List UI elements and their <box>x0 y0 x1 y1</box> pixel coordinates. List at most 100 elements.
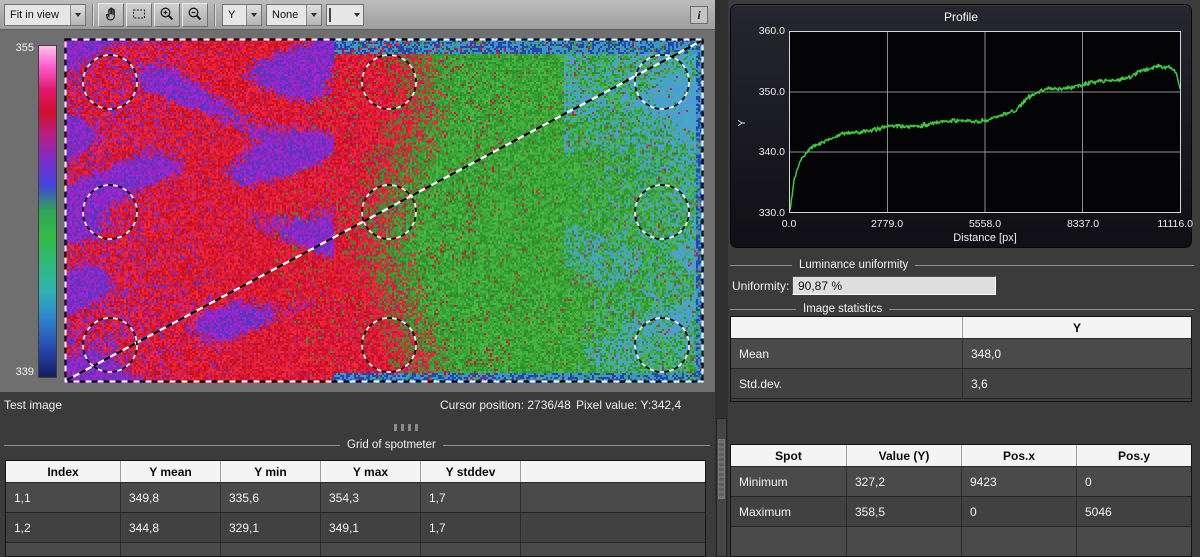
marquee-rect-icon <box>131 6 147 25</box>
cell-pos-x: 0 <box>962 497 1077 526</box>
cell-spot: Minimum <box>731 467 847 496</box>
image-toolbar: Fit in view <box>0 0 715 30</box>
false-color-scale <box>38 45 57 378</box>
cell-y-mean: 349,8 <box>121 483 221 512</box>
y-tick-label: 340.0 <box>758 146 785 158</box>
spot-circle[interactable] <box>361 317 417 373</box>
rect-select-tool-button[interactable] <box>126 3 152 27</box>
y-tick-label: 350.0 <box>758 86 785 98</box>
zoom-out-button[interactable] <box>182 3 208 27</box>
zoom-in-icon <box>159 6 175 25</box>
cell-y-min: 335,6 <box>221 483 321 512</box>
spot-circle[interactable] <box>361 54 417 110</box>
selection-border <box>64 38 704 383</box>
cell-filler <box>321 543 421 556</box>
profile-line[interactable] <box>66 40 702 381</box>
spotmeter-circles[interactable] <box>82 54 690 373</box>
uniformity-row: Uniformity: 90,87 % <box>730 276 1192 296</box>
analysis-panel: Profile Y 360.0 350.0 340.0 330.0 <box>728 0 1200 557</box>
measurement-overlay <box>64 38 704 383</box>
cell-filler <box>847 527 962 556</box>
profile-curve <box>790 64 1180 210</box>
cell-stat-value: 3,6 <box>971 376 988 391</box>
cell-y-mean: 344,8 <box>121 513 221 542</box>
cell-filler <box>521 483 705 512</box>
table-row <box>6 543 705 556</box>
table-row[interactable]: Mean 348,0 <box>731 339 1191 369</box>
image-name-label: Test image <box>4 398 63 412</box>
spotmeter-section-header: Grid of spotmeter <box>4 438 710 452</box>
cell-y-stddev: 1,7 <box>421 483 521 512</box>
image-viewer-panel: Fit in view <box>0 0 715 557</box>
x-tick-label: 0.0 <box>781 218 797 230</box>
cell-filler <box>221 543 321 556</box>
header-rule <box>4 444 340 446</box>
plot-area <box>789 31 1181 213</box>
palette-icon <box>327 8 351 22</box>
table-row[interactable]: 1,2 344,8 329,1 349,1 1,7 <box>6 513 705 543</box>
cell-y-max: 349,1 <box>321 513 421 542</box>
cell-y-stddev: 1,7 <box>421 513 521 542</box>
spot-circle[interactable] <box>82 317 138 373</box>
table-header-row: Y <box>731 317 1191 339</box>
vertical-scrollbar[interactable] <box>716 418 727 557</box>
table-row[interactable]: 1,1 349,8 335,6 354,3 1,7 <box>6 483 705 513</box>
zoom-out-icon <box>187 6 203 25</box>
uniformity-value-field[interactable]: 90,87 % <box>792 276 996 295</box>
scrollbar-thumb[interactable] <box>718 439 725 499</box>
cell-pos-y: 5046 <box>1085 504 1112 519</box>
table-header-row: Spot Value (Y) Pos.x Pos.y <box>731 445 1191 467</box>
column-header: Spot <box>731 445 847 466</box>
table-row[interactable]: Std.dev. 3,6 <box>731 369 1191 399</box>
y-tick-label: 330.0 <box>758 207 785 219</box>
profile-chart-panel: Profile Y 360.0 350.0 340.0 330.0 <box>730 4 1193 248</box>
spot-circle[interactable] <box>82 54 138 110</box>
cell-y-min: 329,1 <box>221 513 321 542</box>
cell-pos-y: 0 <box>1085 474 1092 489</box>
info-button[interactable]: i <box>690 6 708 24</box>
image-display-area: 355 339 <box>0 30 715 392</box>
cell-filler <box>121 543 221 556</box>
cell-filler <box>962 527 1077 556</box>
table-row[interactable]: Minimum 327,2 9423 0 <box>731 467 1191 497</box>
spot-extremes-table: Spot Value (Y) Pos.x Pos.y Minimum 327,2… <box>730 444 1192 557</box>
spot-circle[interactable] <box>82 184 138 240</box>
x-tick-label: 11116.0 <box>1157 218 1193 230</box>
toolbar-separator <box>92 4 94 26</box>
cell-value: 327,2 <box>847 467 962 496</box>
chevron-down-icon <box>351 5 363 25</box>
cell-y-max: 354,3 <box>321 483 421 512</box>
vertical-splitter[interactable] <box>715 0 728 557</box>
cell-index: 1,1 <box>6 483 121 512</box>
zoom-in-button[interactable] <box>154 3 180 27</box>
spot-circle[interactable] <box>634 317 690 373</box>
horizontal-splitter[interactable] <box>0 420 715 434</box>
cell-filler <box>521 543 705 556</box>
cell-stat-name: Std.dev. <box>731 369 963 398</box>
channel-label: Y <box>228 9 236 21</box>
header-rule <box>730 264 792 266</box>
channel-select[interactable]: Y <box>222 4 262 26</box>
spot-circle[interactable] <box>361 184 417 240</box>
fit-in-view-select[interactable]: Fit in view <box>4 4 86 26</box>
column-header: Y max <box>321 461 421 482</box>
spot-circle[interactable] <box>634 54 690 110</box>
image-canvas-wrap <box>64 38 704 383</box>
spotmeter-section-title: Grid of spotmeter <box>347 439 436 451</box>
palette-select[interactable] <box>326 4 364 26</box>
spot-circle[interactable] <box>634 184 690 240</box>
fit-in-view-label: Fit in view <box>10 9 59 21</box>
header-rule <box>915 264 1194 266</box>
table-row[interactable]: Maximum 358,5 0 5046 <box>731 497 1191 527</box>
chevron-down-icon <box>306 5 321 25</box>
statistics-section-title: Image statistics <box>803 303 883 315</box>
chart-title: Profile <box>943 10 978 24</box>
overlay-select[interactable]: None <box>266 4 322 26</box>
hand-icon <box>103 6 119 25</box>
chevron-down-icon <box>246 5 261 25</box>
column-header: Y min <box>221 461 321 482</box>
column-header: Y mean <box>121 461 221 482</box>
column-header: Index <box>6 461 121 482</box>
x-tick-label: 2779.0 <box>870 218 904 230</box>
pan-tool-button[interactable] <box>98 3 124 27</box>
